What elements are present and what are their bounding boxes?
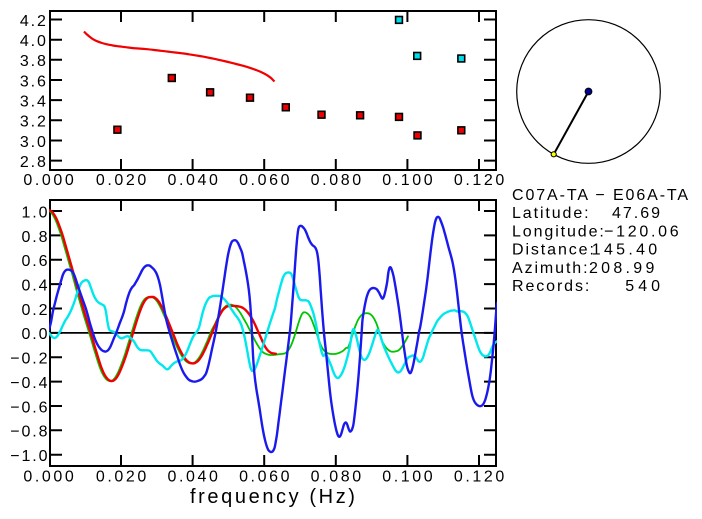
- svg-text:Azimuth:: Azimuth:: [512, 260, 589, 277]
- svg-text:Latitude:: Latitude:: [512, 205, 590, 222]
- svg-text:2.8: 2.8: [20, 154, 48, 171]
- svg-text:0.040: 0.040: [167, 469, 220, 486]
- svg-text:frequency (Hz): frequency (Hz): [190, 486, 358, 508]
- svg-text:−0.8: −0.8: [10, 424, 49, 441]
- svg-text:47.69: 47.69: [612, 205, 662, 222]
- svg-text:−0.6: −0.6: [10, 399, 49, 416]
- svg-text:0.060: 0.060: [239, 172, 292, 189]
- svg-text:0.6: 0.6: [21, 253, 49, 270]
- svg-text:−120.06: −120.06: [604, 223, 681, 240]
- svg-text:540: 540: [625, 278, 664, 295]
- svg-text:Longitude:: Longitude:: [512, 223, 606, 240]
- svg-text:0.120: 0.120: [454, 469, 507, 486]
- svg-text:−0.2: −0.2: [10, 351, 49, 368]
- svg-text:0.060: 0.060: [239, 469, 292, 486]
- svg-text:0.0: 0.0: [21, 326, 49, 343]
- svg-text:0.020: 0.020: [96, 469, 149, 486]
- svg-text:−1.0: −1.0: [10, 448, 49, 465]
- svg-text:0.000: 0.000: [23, 172, 76, 189]
- svg-text:0.000: 0.000: [23, 469, 76, 486]
- svg-text:3.8: 3.8: [20, 53, 48, 70]
- svg-text:3.4: 3.4: [20, 94, 48, 111]
- svg-text:0.080: 0.080: [311, 469, 364, 486]
- svg-text:C07A-TA − E06A-TA: C07A-TA − E06A-TA: [512, 187, 690, 204]
- svg-text:0.100: 0.100: [382, 469, 435, 486]
- svg-text:208.99: 208.99: [589, 260, 658, 277]
- svg-text:0.120: 0.120: [454, 172, 507, 189]
- svg-text:1.0: 1.0: [21, 204, 49, 221]
- svg-text:0.100: 0.100: [382, 172, 435, 189]
- svg-text:3.6: 3.6: [20, 73, 48, 90]
- svg-text:0.4: 0.4: [21, 278, 49, 295]
- svg-text:3.0: 3.0: [20, 134, 48, 151]
- svg-text:0.080: 0.080: [311, 172, 364, 189]
- svg-text:Distance:: Distance:: [512, 242, 596, 259]
- svg-text:4.2: 4.2: [20, 13, 48, 30]
- svg-text:4.0: 4.0: [20, 33, 48, 50]
- svg-text:−0.4: −0.4: [10, 375, 49, 392]
- svg-text:0.8: 0.8: [21, 229, 49, 246]
- svg-text:145.40: 145.40: [592, 242, 661, 259]
- svg-text:0.020: 0.020: [96, 172, 149, 189]
- svg-text:0.2: 0.2: [21, 302, 49, 319]
- svg-text:Records:: Records:: [512, 278, 591, 295]
- svg-text:0.040: 0.040: [167, 172, 220, 189]
- svg-text:3.2: 3.2: [20, 114, 48, 131]
